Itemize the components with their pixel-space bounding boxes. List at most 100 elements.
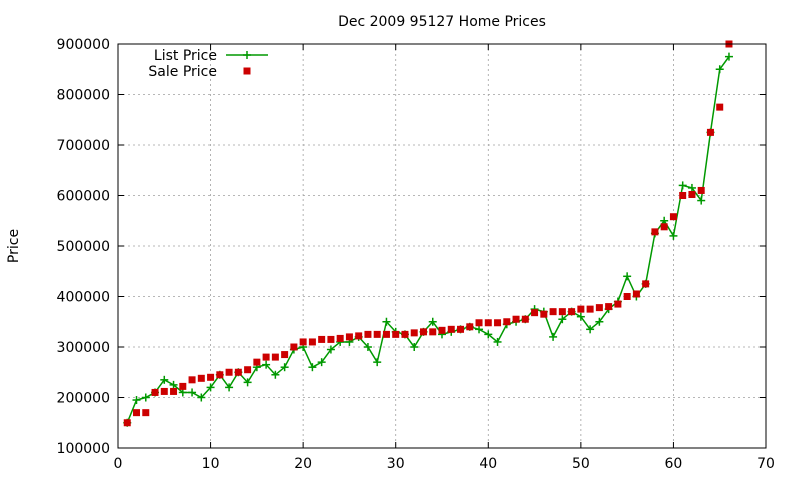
legend-marker-list-price	[243, 51, 251, 59]
list-price-point	[243, 378, 252, 387]
sale-price-point	[632, 290, 640, 298]
sale-price-point	[568, 308, 576, 316]
sale-price-point	[262, 353, 270, 361]
x-tick-label: 20	[294, 456, 312, 472]
list-price-point	[317, 358, 326, 367]
list-price-point	[558, 315, 567, 324]
sale-price-point	[225, 368, 233, 376]
sale-price-point	[151, 388, 159, 396]
sale-price-point	[475, 319, 483, 327]
sale-price-point	[355, 332, 363, 340]
x-tick-label: 60	[665, 456, 683, 472]
sale-price-point	[512, 315, 520, 323]
sale-price-point	[382, 330, 390, 338]
legend-label-list-price: List Price	[154, 48, 217, 64]
sale-price-point	[179, 382, 187, 390]
y-tick-label: 600000	[57, 189, 110, 205]
x-tick-label: 40	[479, 456, 497, 472]
sale-price-point	[716, 103, 724, 111]
list-price-point	[363, 343, 372, 351]
sale-price-point	[188, 376, 196, 384]
legend: List Price Sale Price	[148, 48, 268, 80]
sale-price-point	[503, 318, 511, 326]
axis-ticks: 0 10 20 30 40 50 60 70 100000 200000 300000 400000 5…	[57, 37, 775, 472]
list-price-point	[308, 363, 317, 372]
sale-price-point	[308, 338, 316, 346]
sale-price-point	[364, 330, 372, 338]
y-tick-label: 400000	[57, 290, 110, 306]
x-tick-label: 30	[387, 456, 405, 472]
sale-price-point	[706, 128, 714, 136]
sale-price-point	[373, 330, 381, 338]
sale-price-point	[133, 409, 141, 417]
sale-price-point	[327, 335, 335, 343]
sale-price-point	[392, 330, 400, 338]
sale-price-point	[123, 419, 131, 427]
sale-price-point	[271, 353, 279, 361]
y-tick-label: 900000	[57, 37, 110, 53]
list-price-point	[493, 337, 502, 346]
y-tick-label: 800000	[57, 88, 110, 104]
series-layer	[123, 40, 733, 427]
sale-price-point	[244, 366, 252, 374]
list-price-point	[697, 196, 706, 205]
y-tick-label: 200000	[57, 391, 110, 407]
sale-price-point	[447, 325, 455, 333]
list-price-point	[475, 325, 484, 334]
sale-price-point	[318, 335, 326, 343]
list-price-point	[225, 383, 234, 392]
list-price-point	[715, 65, 724, 74]
sale-price-point	[170, 387, 178, 395]
y-tick-label: 700000	[57, 138, 110, 154]
sale-price-point	[345, 333, 353, 341]
list-price-point	[382, 317, 391, 326]
list-price-point	[623, 272, 632, 281]
y-axis-label: Price	[6, 229, 22, 263]
sale-price-point	[679, 192, 687, 199]
sale-price-point	[466, 323, 474, 331]
sale-price-point	[595, 304, 603, 312]
x-tick-label: 50	[572, 456, 590, 472]
sale-price-point	[494, 319, 502, 327]
list-price-point	[549, 332, 558, 341]
y-tick-label: 100000	[57, 441, 110, 457]
list-price-point	[576, 312, 585, 321]
list-price-point	[484, 330, 493, 339]
legend-marker-sale-price	[243, 67, 251, 75]
sale-price-point	[410, 329, 418, 337]
series-line-list-price	[126, 56, 730, 424]
sale-price-point	[697, 186, 705, 194]
x-tick-label: 70	[757, 456, 775, 472]
sale-price-point	[299, 338, 307, 346]
list-price-point	[595, 317, 604, 326]
y-tick-label: 300000	[57, 340, 110, 356]
list-price-point	[206, 383, 215, 392]
list-price-point	[262, 360, 271, 369]
sale-price-point	[623, 293, 631, 300]
y-tick-label: 500000	[57, 239, 110, 255]
x-tick-label: 0	[114, 456, 123, 472]
x-tick-label: 10	[202, 456, 220, 472]
sale-price-point	[558, 308, 566, 316]
list-price-point	[586, 325, 595, 334]
sale-price-point	[531, 309, 539, 317]
list-price-point	[169, 380, 178, 389]
list-price-point	[197, 393, 206, 402]
sale-price-point	[549, 308, 557, 316]
sale-price-point	[216, 371, 224, 379]
sale-price-point	[438, 326, 446, 334]
sale-price-point	[614, 300, 622, 308]
list-price-point	[326, 345, 335, 354]
list-price-point	[141, 393, 150, 402]
sale-price-point	[642, 280, 650, 288]
sale-price-point	[688, 190, 696, 198]
list-price-point	[280, 363, 289, 372]
grid	[118, 44, 766, 448]
sale-price-point	[290, 343, 298, 351]
list-price-point	[188, 388, 197, 397]
list-price-point	[724, 52, 733, 61]
list-price-point	[669, 231, 678, 240]
sale-price-point	[457, 325, 465, 333]
